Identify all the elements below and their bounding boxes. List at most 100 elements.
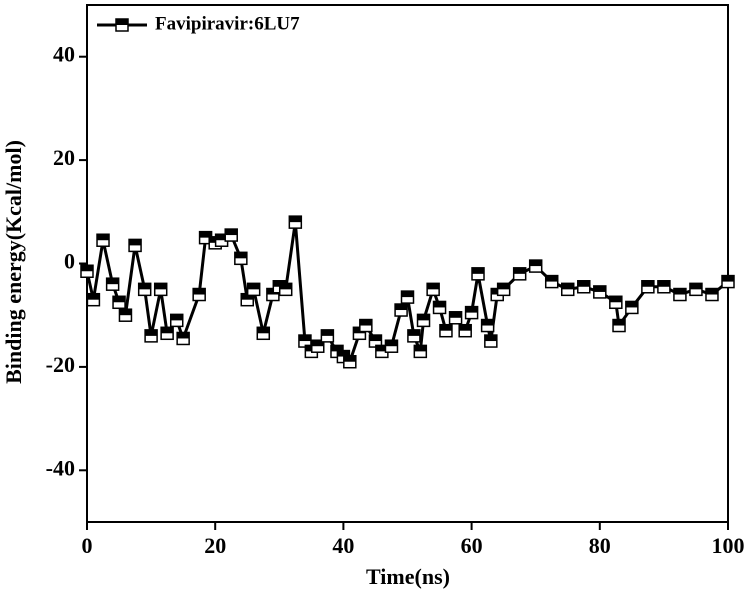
y-tick-label: -20 (46, 352, 75, 377)
marker-top (311, 340, 324, 347)
marker (144, 329, 158, 343)
marker (128, 238, 142, 253)
marker (407, 329, 421, 343)
marker-top (385, 340, 398, 347)
marker-top (193, 288, 206, 295)
y-tick-label: 20 (53, 145, 75, 170)
marker-top (106, 278, 119, 285)
marker (112, 295, 126, 310)
marker (224, 228, 238, 242)
marker (246, 282, 261, 297)
marker (577, 280, 591, 294)
marker-top (414, 345, 427, 352)
marker-top (369, 335, 382, 342)
marker (496, 282, 511, 297)
marker (544, 274, 559, 289)
marker-top (234, 252, 247, 259)
marker-top (241, 293, 254, 300)
marker (160, 326, 174, 341)
marker-top (119, 309, 132, 316)
marker (192, 287, 206, 302)
marker-top (497, 283, 510, 290)
x-tick-label: 80 (589, 533, 611, 558)
marker-top (395, 304, 408, 311)
marker-top (593, 285, 606, 292)
marker-top (689, 283, 702, 290)
x-tick-label: 20 (204, 533, 226, 558)
marker-top (97, 234, 110, 241)
y-tick-label: 40 (53, 42, 75, 67)
marker (458, 323, 472, 338)
marker (480, 318, 495, 333)
plot-frame (86, 4, 729, 523)
marker-top (609, 296, 622, 303)
marker-top (215, 234, 228, 241)
marker-top (545, 275, 558, 282)
marker (689, 282, 703, 297)
x-tick-label: 40 (332, 533, 354, 558)
marker (439, 323, 453, 338)
marker-top (657, 280, 670, 287)
marker (512, 267, 527, 281)
marker-top (427, 283, 440, 290)
x-tick-label: 0 (82, 533, 93, 558)
marker-top (513, 267, 526, 274)
marker-top (433, 301, 446, 308)
marker-top (472, 267, 485, 274)
marker-top (116, 19, 128, 25)
marker (625, 300, 639, 315)
marker-top (321, 329, 334, 336)
marker (528, 259, 543, 273)
marker (278, 282, 293, 297)
marker-top (417, 314, 430, 321)
marker (320, 329, 335, 343)
marker (464, 305, 479, 320)
y-tick-label: 0 (64, 249, 75, 274)
marker (384, 339, 399, 353)
marker (288, 215, 303, 229)
marker (721, 274, 735, 289)
marker-top (439, 324, 452, 331)
marker-top (407, 329, 420, 336)
marker-top (154, 283, 167, 290)
marker-top (87, 293, 100, 300)
marker (234, 251, 248, 266)
marker-top (705, 288, 718, 295)
y-axis-label: Binding energy(Kcal/mol) (1, 140, 26, 384)
marker-top (161, 327, 174, 334)
marker (416, 313, 431, 328)
marker (657, 280, 671, 294)
marker-top (613, 319, 626, 326)
marker (394, 303, 408, 317)
marker-top (113, 296, 126, 303)
marker (96, 233, 110, 247)
marker-top (577, 280, 590, 287)
marker (400, 290, 415, 304)
marker (343, 354, 357, 369)
marker (118, 308, 133, 322)
marker-top (529, 260, 542, 267)
marker (311, 339, 325, 353)
marker (169, 313, 184, 328)
marker (609, 295, 623, 310)
marker (471, 267, 485, 281)
marker (80, 264, 94, 279)
marker (448, 311, 463, 325)
marker-top (177, 332, 190, 339)
marker (86, 292, 101, 307)
x-tick-label: 60 (461, 533, 483, 558)
marker-top (170, 314, 183, 321)
marker (612, 318, 626, 333)
marker (705, 287, 719, 302)
marker (176, 331, 190, 346)
legend-label: Favipiravir:6LU7 (155, 13, 300, 34)
marker-top (337, 350, 350, 357)
marker-top (279, 283, 292, 290)
marker (105, 277, 120, 291)
marker-top (561, 283, 574, 290)
marker-top (145, 329, 158, 336)
marker-top (359, 319, 372, 326)
marker-top (289, 216, 302, 223)
marker (413, 344, 428, 359)
